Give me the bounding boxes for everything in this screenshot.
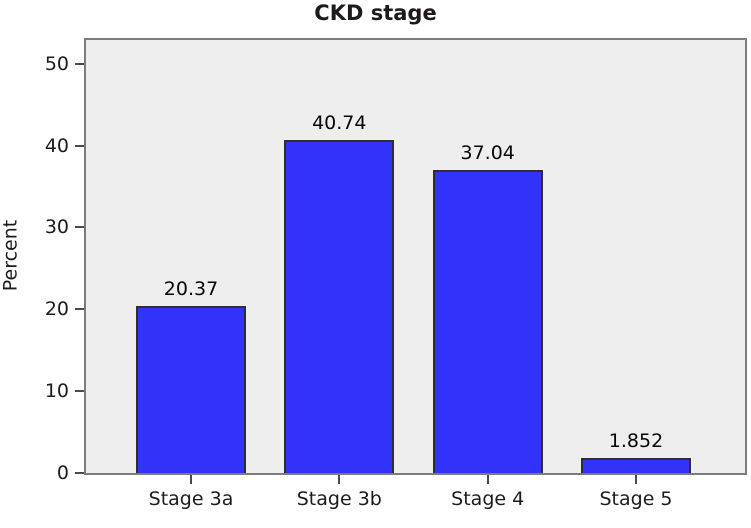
y-tick-label: 40 (44, 134, 69, 157)
y-tick-label: 0 (56, 462, 69, 484)
x-tick-mark (635, 475, 637, 484)
y-tick-label: 30 (44, 216, 69, 239)
bar-value-label: 37.04 (460, 141, 515, 164)
chart-title: CKD stage (314, 1, 437, 25)
bar (581, 457, 691, 473)
bar-value-label: 20.37 (163, 278, 219, 301)
x-tick-label: Stage 5 (599, 488, 673, 510)
y-tick-mark (75, 308, 84, 311)
plot-area (84, 38, 747, 475)
y-axis-label: Percent (0, 219, 22, 292)
bar (284, 139, 395, 473)
x-tick-label: Stage 3a (148, 488, 234, 510)
y-tick-label: 50 (44, 52, 69, 75)
bar-value-label: 1.852 (608, 429, 664, 452)
bar (136, 306, 246, 473)
y-tick-mark (75, 390, 84, 393)
bar-value-label: 40.74 (312, 111, 367, 134)
y-tick-label: 20 (44, 298, 69, 321)
x-tick-mark (338, 475, 341, 484)
y-tick-label: 10 (44, 380, 69, 403)
y-tick-mark (75, 226, 84, 229)
x-tick-label: Stage 3b (296, 488, 382, 510)
bar (432, 169, 543, 473)
y-tick-mark (75, 144, 84, 147)
x-tick-mark (486, 475, 489, 484)
y-tick-mark (75, 472, 84, 474)
x-tick-mark (190, 475, 192, 484)
x-tick-label: Stage 4 (451, 488, 525, 510)
y-tick-mark (75, 62, 84, 65)
